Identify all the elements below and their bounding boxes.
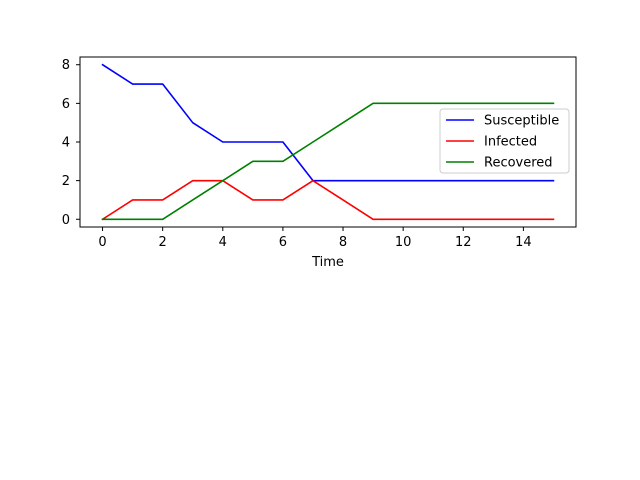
y-tick-label: 4 [62, 136, 70, 151]
legend-label-susceptible: Susceptible [484, 114, 559, 129]
series-layer [101, 63, 555, 221]
y-tick-label: 6 [62, 97, 70, 112]
series-line-infected [101, 179, 555, 221]
y-tick-label: 8 [62, 58, 70, 73]
x-tick-label: 6 [279, 235, 287, 250]
series-line-susceptible [101, 63, 555, 182]
x-tick-label: 8 [339, 235, 347, 250]
x-tick-label: 10 [395, 235, 412, 250]
x-tick-label: 2 [159, 235, 167, 250]
x-tick-label: 4 [219, 235, 227, 250]
y-axis: 0 2 4 6 8 [62, 58, 80, 228]
x-tick-label: 14 [515, 235, 532, 250]
y-tick-label: 2 [62, 174, 70, 189]
x-tick-label: 0 [98, 235, 106, 250]
legend-box [439, 108, 570, 174]
series-line-recovered [101, 102, 555, 221]
legend-label-infected: Infected [484, 135, 537, 150]
x-axis-label: Time [311, 255, 344, 270]
x-axis: 0 2 4 6 8 10 12 14 [98, 227, 532, 250]
legend: Susceptible Infected Recovered [439, 108, 570, 174]
legend-label-recovered: Recovered [484, 156, 553, 171]
y-tick-label: 0 [62, 213, 70, 228]
x-tick-label: 12 [455, 235, 472, 250]
